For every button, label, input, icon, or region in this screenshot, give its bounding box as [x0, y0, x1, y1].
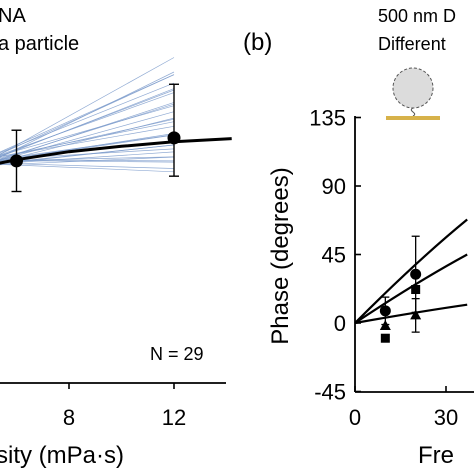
panel-b-y-axis-label: Phase (degrees) [267, 167, 294, 344]
particle-schematic-icon [386, 67, 440, 120]
x-tick-label: 8 [63, 405, 75, 430]
panel-b-points [379, 235, 422, 343]
panel-a-points [10, 83, 181, 193]
ensemble-line [0, 57, 175, 155]
data-point-square [411, 285, 421, 295]
ensemble-line [0, 92, 175, 156]
data-point-circle [379, 305, 391, 317]
data-point-triangle [379, 320, 391, 331]
data-point-circle [410, 268, 422, 280]
y-tick-label: 135 [309, 106, 346, 131]
ensemble-line [0, 71, 175, 158]
panel-b-annotation-1: 500 nm D [378, 6, 456, 26]
fit-line-circle [354, 218, 468, 324]
panel-a: 8 12 NA a particle N = 29 sity (mPa·s) [0, 5, 232, 469]
panel-a-ensemble-lines [0, 57, 175, 173]
ensemble-line [0, 89, 175, 157]
ensemble-line [0, 125, 175, 157]
panel-a-annotation-2: a particle [0, 33, 79, 55]
x-tick-label: 12 [162, 405, 186, 430]
data-point-triangle [410, 309, 422, 320]
panel-a-n-label: N = 29 [150, 344, 204, 364]
panel-a-annotation-1: NA [0, 5, 26, 27]
x-tick-label: 0 [349, 405, 361, 430]
y-tick-label: 45 [322, 243, 346, 268]
data-point [10, 154, 23, 168]
y-tick-label: -45 [314, 380, 346, 405]
data-point-square [380, 333, 390, 343]
ensemble-line [0, 121, 175, 157]
panel-a-x-axis-label: sity (mPa·s) [0, 442, 124, 469]
panel-b-y-ticks: 135 90 45 0 -45 [309, 106, 361, 405]
ensemble-line [0, 74, 175, 155]
data-point [167, 131, 181, 145]
panel-b-x-ticks: 0 30 [349, 386, 458, 430]
panel-b-annotation-2: Different [378, 34, 446, 54]
panel-b-label: (b) [243, 29, 272, 56]
ensemble-line [0, 74, 175, 153]
y-tick-label: 90 [322, 174, 346, 199]
panel-b-x-axis-label: Fre [418, 442, 454, 469]
y-tick-label: 0 [334, 311, 346, 336]
panel-a-x-ticks: 8 12 [63, 383, 186, 430]
x-tick-label: 30 [434, 405, 458, 430]
ensemble-line [0, 82, 175, 154]
